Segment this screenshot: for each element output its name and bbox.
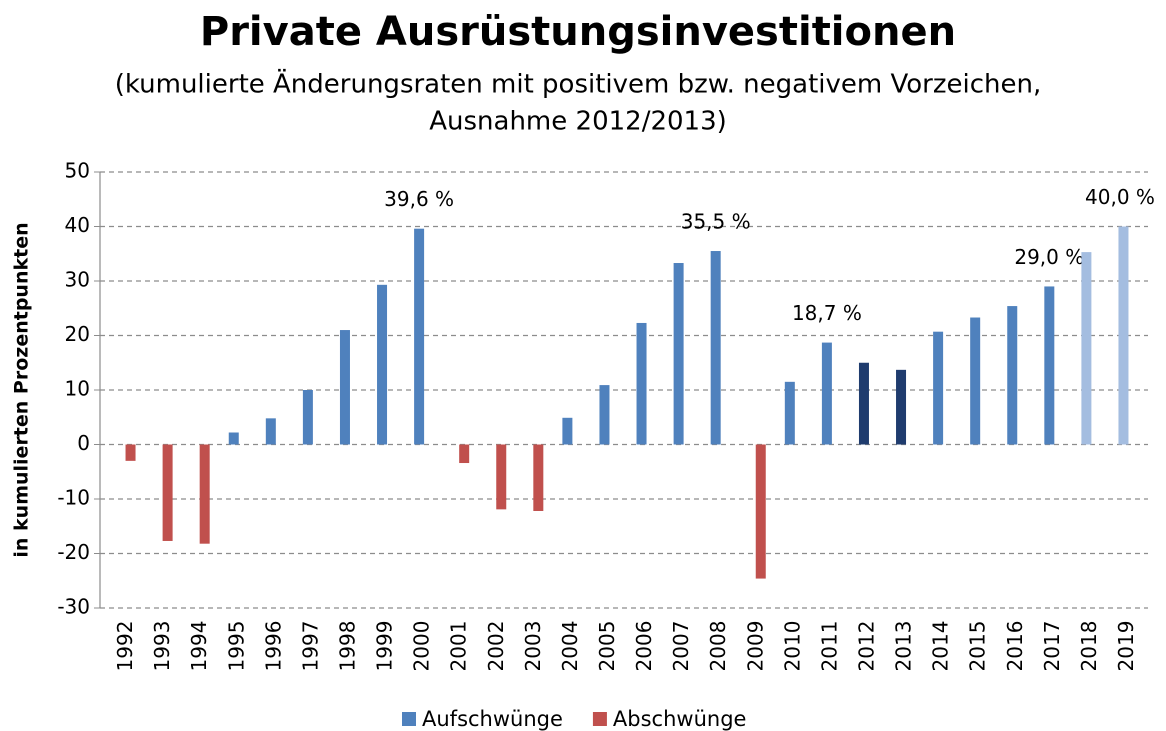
legend-label: Abschwünge (613, 707, 747, 731)
x-tick-label: 2005 (595, 621, 619, 672)
data-label: 35,5 % (681, 210, 751, 234)
bar (377, 284, 388, 445)
y-tick-label: -20 (57, 540, 90, 564)
y-tick-label: 50 (65, 159, 90, 183)
bar (496, 444, 507, 510)
x-tick-label: 1996 (261, 621, 285, 672)
y-tick-label: 0 (77, 431, 90, 455)
bar (710, 251, 721, 445)
bar (228, 432, 239, 445)
x-tick-label: 1997 (298, 621, 322, 672)
bar (302, 390, 313, 445)
bar (199, 444, 210, 544)
x-tick-label: 2004 (558, 621, 582, 672)
chart-subtitle: Ausnahme 2012/2013) (429, 107, 727, 137)
bar (414, 228, 425, 445)
bar (755, 444, 766, 579)
x-tick-label: 2018 (1077, 621, 1101, 672)
x-tick-label: 2016 (1003, 621, 1027, 672)
y-tick-label: 20 (65, 322, 90, 346)
chart-title: Private Ausrüstungsinvestitionen (200, 9, 956, 55)
bar (1118, 226, 1129, 445)
x-tick-label: 2017 (1040, 621, 1064, 672)
data-label: 40,0 % (1085, 185, 1155, 209)
y-tick-label: 10 (65, 377, 90, 401)
x-tick-label: 2010 (780, 621, 804, 672)
bar (459, 444, 470, 464)
bar (896, 369, 907, 445)
x-tick-label: 2013 (892, 621, 916, 672)
x-tick-label: 2015 (966, 621, 990, 672)
legend-swatch (402, 712, 416, 726)
bar (1007, 306, 1018, 445)
bar (636, 322, 647, 445)
x-tick-label: 2003 (521, 621, 545, 672)
chart-subtitle: (kumulierte Änderungsraten mit positivem… (115, 68, 1041, 100)
x-tick-label: 2011 (817, 621, 841, 672)
bar (1044, 286, 1055, 445)
x-tick-label: 1993 (150, 621, 174, 672)
bar (784, 381, 795, 445)
bar (673, 263, 684, 445)
bar (125, 444, 136, 461)
data-label: 29,0 % (1014, 245, 1084, 269)
x-tick-label: 1995 (224, 621, 248, 672)
bar (265, 418, 276, 445)
bar (162, 444, 173, 541)
x-tick-label: 2014 (929, 621, 953, 672)
y-tick-label: 30 (65, 268, 90, 292)
x-tick-label: 2001 (447, 621, 471, 672)
x-tick-label: 2006 (632, 621, 656, 672)
bar (1081, 252, 1092, 445)
x-tick-label: 2000 (410, 621, 434, 672)
bar (339, 330, 350, 445)
x-tick-label: 2008 (706, 621, 730, 672)
x-tick-label: 1994 (187, 621, 211, 672)
bar (933, 331, 944, 445)
bar (562, 417, 573, 445)
bar (970, 317, 981, 445)
bar (858, 362, 869, 445)
data-label: 18,7 % (792, 301, 862, 325)
bar (599, 385, 610, 445)
bar (533, 444, 544, 511)
y-tick-label: -10 (57, 486, 90, 510)
legend-swatch (592, 712, 607, 726)
y-axis-label: in kumulierten Prozentpunkten (11, 222, 33, 557)
y-tick-label: 40 (65, 213, 90, 237)
x-tick-label: 2009 (743, 621, 767, 672)
x-tick-label: 2002 (484, 621, 508, 672)
x-tick-label: 1992 (113, 621, 137, 672)
legend-label: Aufschwünge (422, 707, 563, 731)
data-label: 39,6 % (384, 187, 454, 211)
x-tick-label: 2012 (854, 621, 878, 672)
x-tick-label: 2007 (669, 621, 693, 672)
x-tick-label: 1999 (373, 621, 397, 672)
x-tick-label: 2019 (1114, 621, 1138, 672)
x-tick-label: 1998 (335, 621, 359, 672)
bar (821, 342, 832, 445)
y-tick-label: -30 (57, 595, 90, 619)
